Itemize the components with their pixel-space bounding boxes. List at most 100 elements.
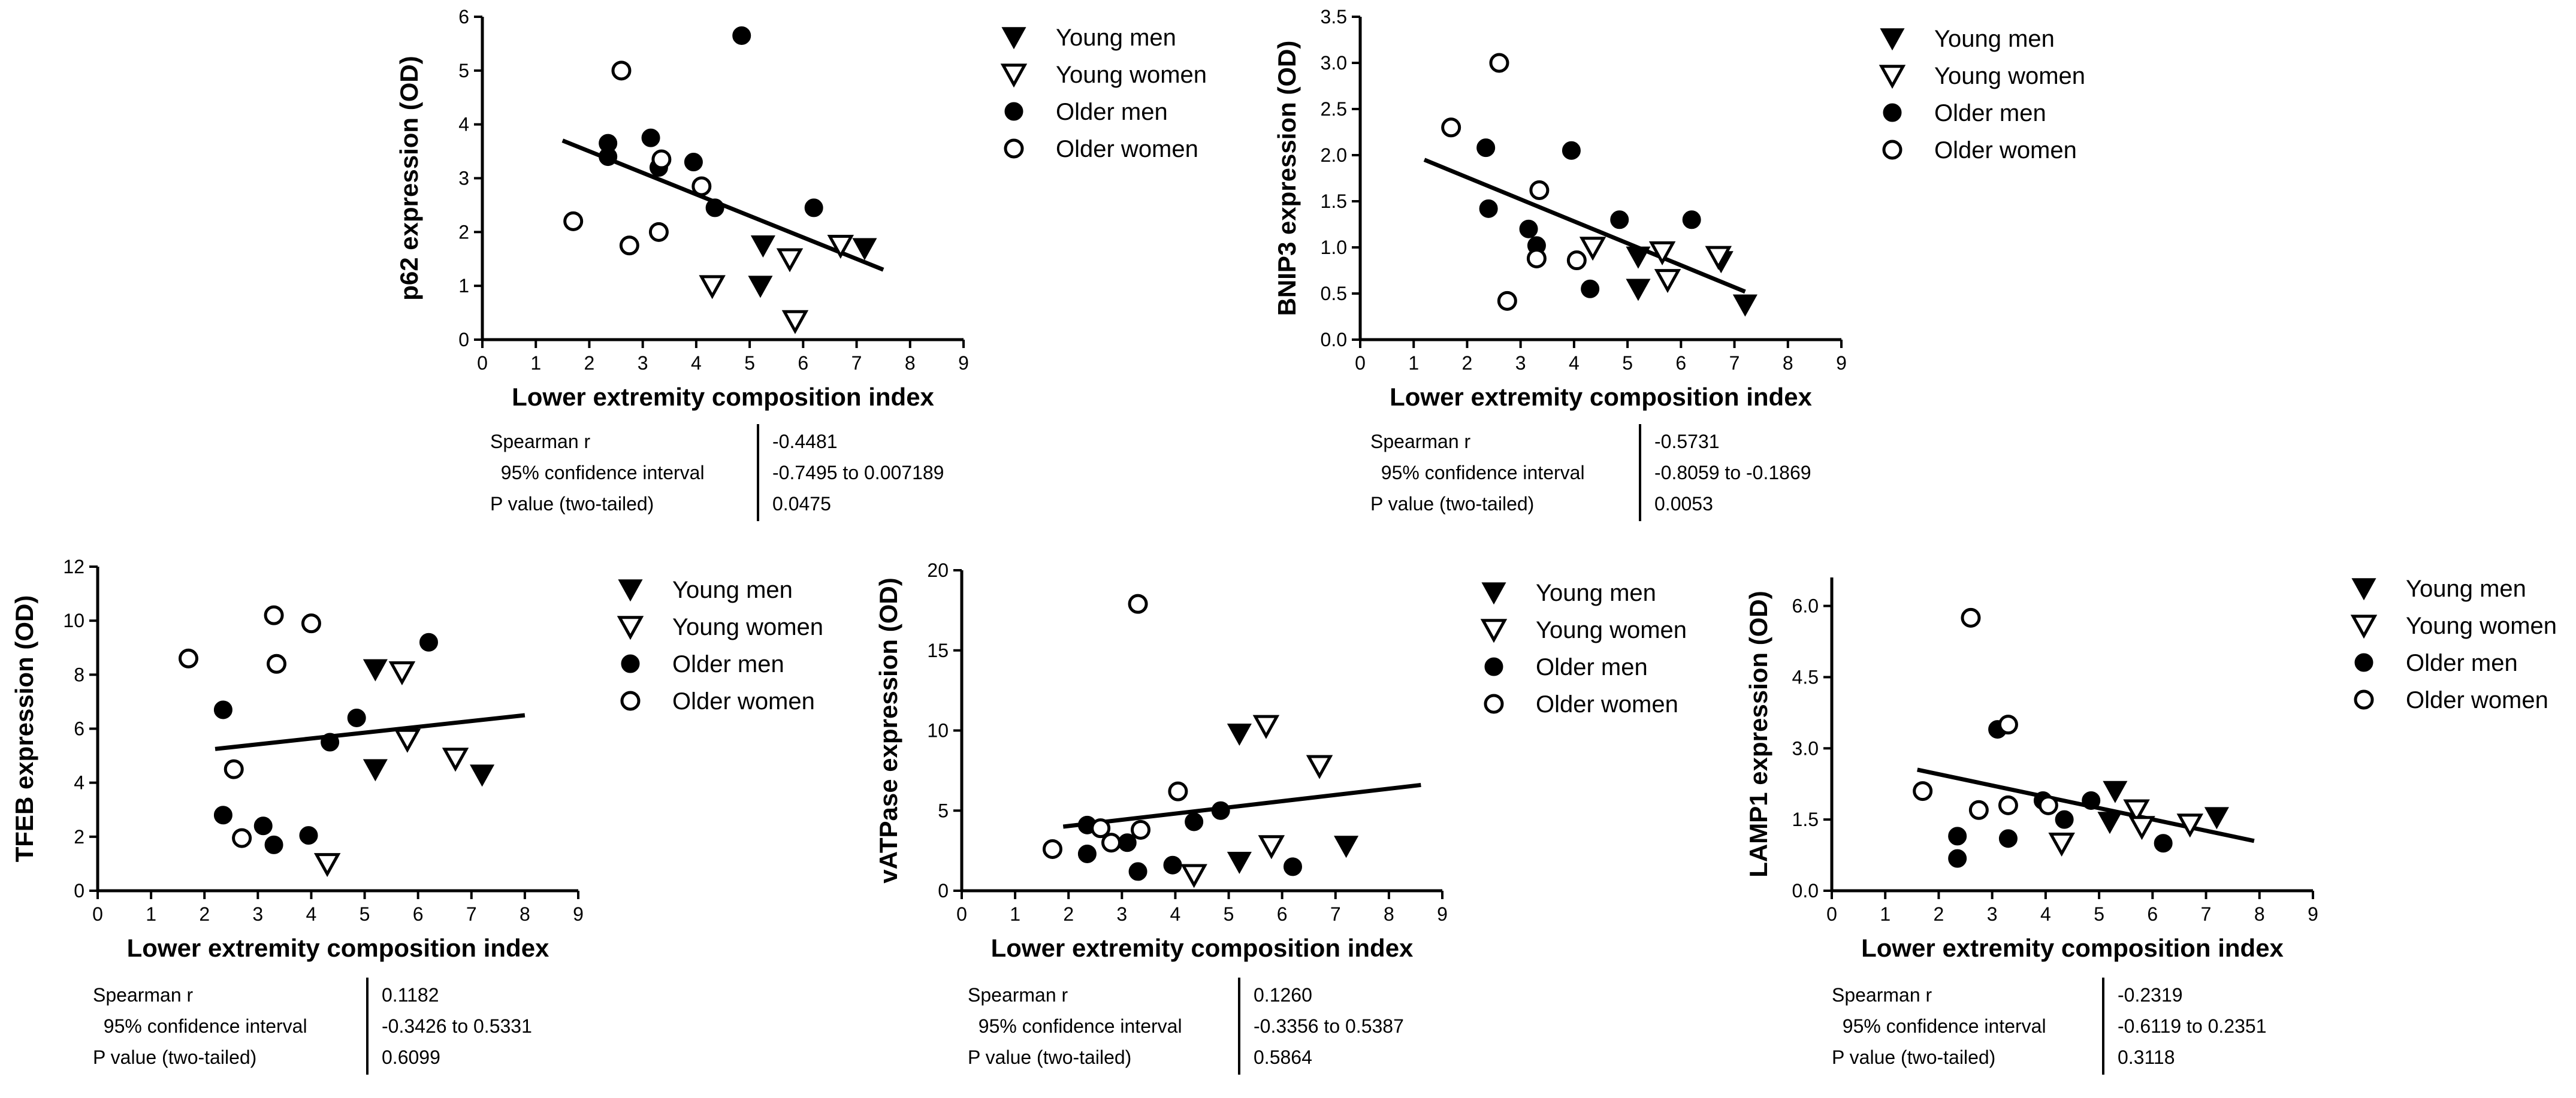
y-axis-title: p62 expression (OD): [395, 56, 423, 300]
stats-label: P value (two-tailed): [93, 1046, 256, 1068]
y-tick-label: 2: [74, 826, 84, 848]
legend-label: Older women: [1536, 691, 1678, 718]
point-older-women: [2038, 795, 2058, 815]
point-young-men: [2204, 807, 2229, 830]
point-older-men: [2154, 834, 2173, 853]
x-tick-label: 6: [2147, 903, 2158, 925]
point-older-women: [178, 648, 198, 669]
stats-label: Spearman r: [1370, 431, 1471, 452]
legend-label: Young men: [1056, 25, 1176, 51]
point-young-women: [781, 310, 809, 334]
x-tick-label: 4: [691, 352, 702, 374]
y-tick-label: 0.0: [1792, 880, 1819, 902]
x-tick-label: 8: [905, 352, 916, 374]
stats-value: -0.5731: [1654, 431, 1720, 452]
y-tick-label: 0: [458, 329, 469, 350]
x-tick-label: 1: [1010, 903, 1020, 925]
stats-value: -0.7495 to 0.007189: [772, 462, 944, 483]
stats-label: Spearman r: [1832, 984, 1932, 1006]
point-young-women: [388, 661, 416, 686]
y-tick-label: 6.0: [1792, 595, 1819, 617]
x-tick-label: 7: [466, 903, 477, 925]
point-young-women: [394, 728, 421, 753]
y-tick-label: 1.0: [1321, 237, 1347, 258]
x-tick-label: 0: [956, 903, 967, 925]
point-young-women: [2123, 799, 2150, 824]
legend-marker-older-men: [1883, 103, 1902, 122]
legend-label: Young men: [1934, 26, 2055, 52]
y-tick-label: 6: [458, 6, 469, 28]
point-older-women: [1042, 839, 1062, 859]
x-axis-title: Lower extremity composition index: [127, 934, 549, 962]
point-older-men: [1948, 827, 1967, 846]
point-older-men: [299, 826, 318, 845]
stats-label: 95% confidence interval: [1832, 1015, 2046, 1037]
legend-marker-older-women: [2354, 689, 2374, 710]
point-older-women: [1131, 819, 1151, 840]
x-tick-label: 9: [573, 903, 584, 925]
y-tick-label: 5: [938, 800, 949, 821]
x-tick-label: 9: [2308, 903, 2318, 925]
point-young-women: [1252, 715, 1280, 739]
legend-marker-older-women: [620, 691, 641, 711]
point-young-women: [1648, 241, 1676, 265]
x-tick-label: 1: [146, 903, 156, 925]
stats-value: -0.3356 to 0.5387: [1254, 1015, 1404, 1037]
point-older-men: [2082, 791, 2101, 810]
stats-label: P value (two-tailed): [968, 1046, 1131, 1068]
stats-value: 0.1182: [382, 984, 439, 1006]
x-tick-label: 7: [851, 352, 862, 374]
point-older-women: [1128, 594, 1148, 614]
y-tick-label: 1: [458, 275, 469, 297]
point-older-women: [1998, 715, 2018, 735]
point-older-men: [419, 633, 438, 652]
y-axis-title: TFEB expression (OD): [10, 595, 38, 863]
point-young-men: [363, 659, 388, 682]
x-axis-title: Lower extremity composition index: [1861, 934, 2284, 962]
point-young-women: [1579, 237, 1606, 261]
chart-4: 0 1 2 3 4 5 6 7 8 9 0 5 10 15 20 Lower extremity compos…: [874, 559, 1687, 1075]
x-tick-label: 8: [2254, 903, 2265, 925]
point-young-women: [313, 853, 341, 878]
y-tick-label: 8: [74, 664, 84, 685]
y-tick-label: 15: [927, 640, 949, 661]
y-tick-label: 20: [927, 559, 949, 581]
point-young-men: [1626, 279, 1651, 301]
y-tick-label: 4.5: [1792, 666, 1819, 688]
stats-value: 0.3118: [2118, 1046, 2175, 1068]
point-young-men: [1227, 852, 1252, 875]
chart-2: 0 1 2 3 4 5 6 7 8 9 0.0 0.5 1.0 1.5 2.0 2.5 3.0 3.5 Lower …: [1273, 6, 2085, 521]
point-older-women: [1168, 781, 1188, 801]
y-tick-label: 0: [938, 880, 949, 902]
y-tick-label: 2: [458, 221, 469, 243]
y-tick-label: 5: [458, 60, 469, 81]
point-older-men: [684, 153, 703, 172]
legend-label: Young women: [1934, 63, 2085, 89]
x-tick-label: 9: [1437, 903, 1448, 925]
x-tick-label: 5: [744, 352, 755, 374]
x-tick-label: 3: [252, 903, 263, 925]
legend-label: Young men: [2406, 576, 2526, 602]
stats-value: 0.6099: [382, 1046, 440, 1068]
point-older-men: [1077, 844, 1097, 863]
point-older-men: [1185, 812, 1204, 831]
y-tick-label: 0.5: [1321, 283, 1347, 304]
y-tick-label: 3: [458, 168, 469, 189]
point-older-men: [641, 128, 660, 147]
chart-1: 0 1 2 3 4 5 6 7 8 9 0 1 2 3 4 5 6 Lower extremity composi…: [395, 6, 1207, 521]
point-older-men: [321, 733, 340, 752]
stats-label: 95% confidence interval: [490, 462, 705, 483]
y-tick-label: 4: [74, 772, 84, 794]
point-older-men: [1519, 219, 1538, 238]
legend-marker-older-men: [2354, 653, 2373, 672]
point-young-women: [442, 748, 469, 772]
point-older-men: [1948, 849, 1967, 868]
point-older-women: [1998, 795, 2018, 815]
point-older-women: [1968, 800, 1989, 820]
x-tick-label: 4: [1569, 352, 1580, 374]
point-older-women: [1101, 833, 1122, 853]
x-tick-label: 3: [1987, 903, 1998, 925]
legend-label: Older women: [2406, 687, 2548, 713]
x-tick-label: 9: [958, 352, 969, 374]
